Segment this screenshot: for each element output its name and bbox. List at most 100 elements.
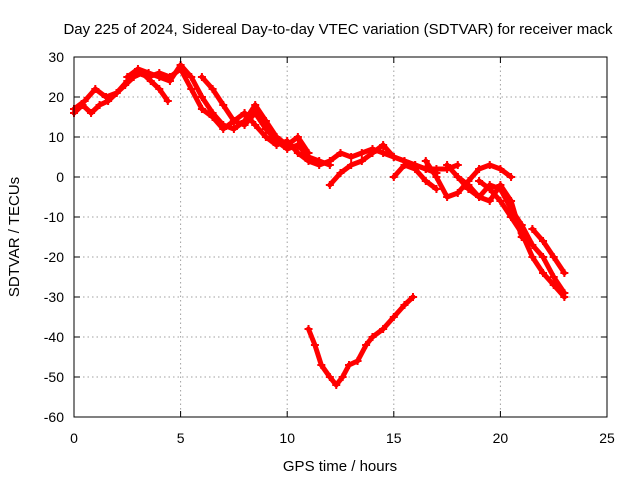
y-tick-label: -20 bbox=[44, 249, 64, 265]
label-layer: 0 5 10 15 20 25 -60 -50 -40 -30 -20 -10 0 10 20 30 bbox=[44, 49, 615, 446]
data-point bbox=[379, 149, 388, 157]
data-point bbox=[496, 197, 505, 205]
data-point bbox=[347, 161, 356, 169]
series-track-2 bbox=[70, 69, 172, 117]
data-point bbox=[197, 105, 206, 113]
series-track-10 bbox=[475, 177, 569, 301]
data-point bbox=[229, 125, 238, 133]
data-point bbox=[332, 381, 341, 389]
data-point bbox=[357, 149, 366, 157]
data-point bbox=[475, 193, 484, 201]
data-point bbox=[549, 281, 558, 289]
data-point bbox=[208, 85, 217, 93]
data-point bbox=[368, 333, 377, 341]
data-point bbox=[338, 373, 347, 381]
series-track-4 bbox=[197, 73, 334, 169]
data-point bbox=[315, 157, 324, 165]
data-point bbox=[507, 213, 516, 221]
data-point bbox=[453, 173, 462, 181]
plot-frame bbox=[73, 56, 608, 418]
data-point bbox=[549, 273, 558, 281]
data-point bbox=[165, 77, 174, 85]
data-point bbox=[507, 197, 516, 205]
data-point bbox=[197, 73, 206, 81]
series-line bbox=[444, 162, 567, 296]
data-point bbox=[91, 85, 100, 93]
data-point bbox=[219, 101, 228, 109]
data-point bbox=[155, 73, 164, 81]
series-line bbox=[71, 70, 171, 116]
y-axis-label: SDTVAR / TECUs bbox=[6, 177, 23, 297]
data-point bbox=[325, 161, 334, 169]
data-point bbox=[389, 313, 398, 321]
data-point bbox=[187, 85, 196, 93]
series-track-6 bbox=[389, 161, 441, 193]
y-tick-label: 10 bbox=[48, 129, 64, 145]
data-point bbox=[432, 173, 441, 181]
data-point bbox=[95, 101, 104, 109]
data-point bbox=[368, 149, 377, 157]
x-axis-label: GPS time / hours bbox=[283, 458, 397, 475]
data-point bbox=[87, 109, 96, 117]
data-point bbox=[240, 121, 249, 129]
x-tick-label: 0 bbox=[70, 430, 78, 446]
data-point bbox=[325, 181, 334, 189]
series-track-11 bbox=[528, 225, 569, 277]
data-point bbox=[517, 229, 526, 237]
y-tick-label: -60 bbox=[44, 409, 64, 425]
data-point bbox=[251, 121, 260, 129]
data-point bbox=[317, 361, 326, 369]
data-point bbox=[187, 73, 196, 81]
data-point bbox=[310, 341, 319, 349]
data-point bbox=[304, 153, 313, 161]
data-point bbox=[475, 165, 484, 173]
data-point bbox=[357, 157, 366, 165]
data-point bbox=[400, 301, 409, 309]
x-tick-label: 15 bbox=[386, 430, 402, 446]
y-tick-label: -40 bbox=[44, 329, 64, 345]
data-point bbox=[400, 161, 409, 169]
tick-layer bbox=[73, 56, 608, 418]
series-layer bbox=[70, 61, 569, 389]
data-point bbox=[408, 293, 417, 301]
data-point bbox=[496, 165, 505, 173]
data-point bbox=[507, 173, 516, 181]
data-point bbox=[293, 141, 302, 149]
y-tick-label: 30 bbox=[48, 49, 64, 65]
data-point bbox=[549, 253, 558, 261]
data-point bbox=[155, 85, 164, 93]
data-point bbox=[496, 181, 505, 189]
data-point bbox=[283, 145, 292, 153]
series-line bbox=[529, 226, 567, 276]
data-point bbox=[133, 65, 142, 73]
data-point bbox=[104, 97, 113, 105]
x-tick-label: 10 bbox=[279, 430, 295, 446]
data-point bbox=[432, 185, 441, 193]
data-point bbox=[539, 237, 548, 245]
data-point bbox=[421, 177, 430, 185]
data-point bbox=[560, 269, 569, 277]
data-point bbox=[123, 73, 132, 81]
data-point bbox=[146, 77, 155, 85]
data-point bbox=[411, 165, 420, 173]
data-point bbox=[219, 121, 228, 129]
series-line bbox=[124, 62, 311, 156]
data-point bbox=[251, 109, 260, 117]
data-point bbox=[528, 253, 537, 261]
data-point bbox=[261, 125, 270, 133]
y-tick-label: 20 bbox=[48, 89, 64, 105]
data-point bbox=[293, 133, 302, 141]
data-point bbox=[443, 193, 452, 201]
data-point bbox=[421, 157, 430, 165]
data-point bbox=[163, 97, 172, 105]
data-point bbox=[443, 161, 452, 169]
data-point bbox=[379, 141, 388, 149]
data-point bbox=[379, 325, 388, 333]
data-point bbox=[528, 225, 537, 233]
data-point bbox=[208, 109, 217, 117]
y-tick-label: -10 bbox=[44, 209, 64, 225]
data-point bbox=[272, 137, 281, 145]
data-point bbox=[121, 81, 130, 89]
data-point bbox=[78, 101, 87, 109]
data-point bbox=[261, 133, 270, 141]
